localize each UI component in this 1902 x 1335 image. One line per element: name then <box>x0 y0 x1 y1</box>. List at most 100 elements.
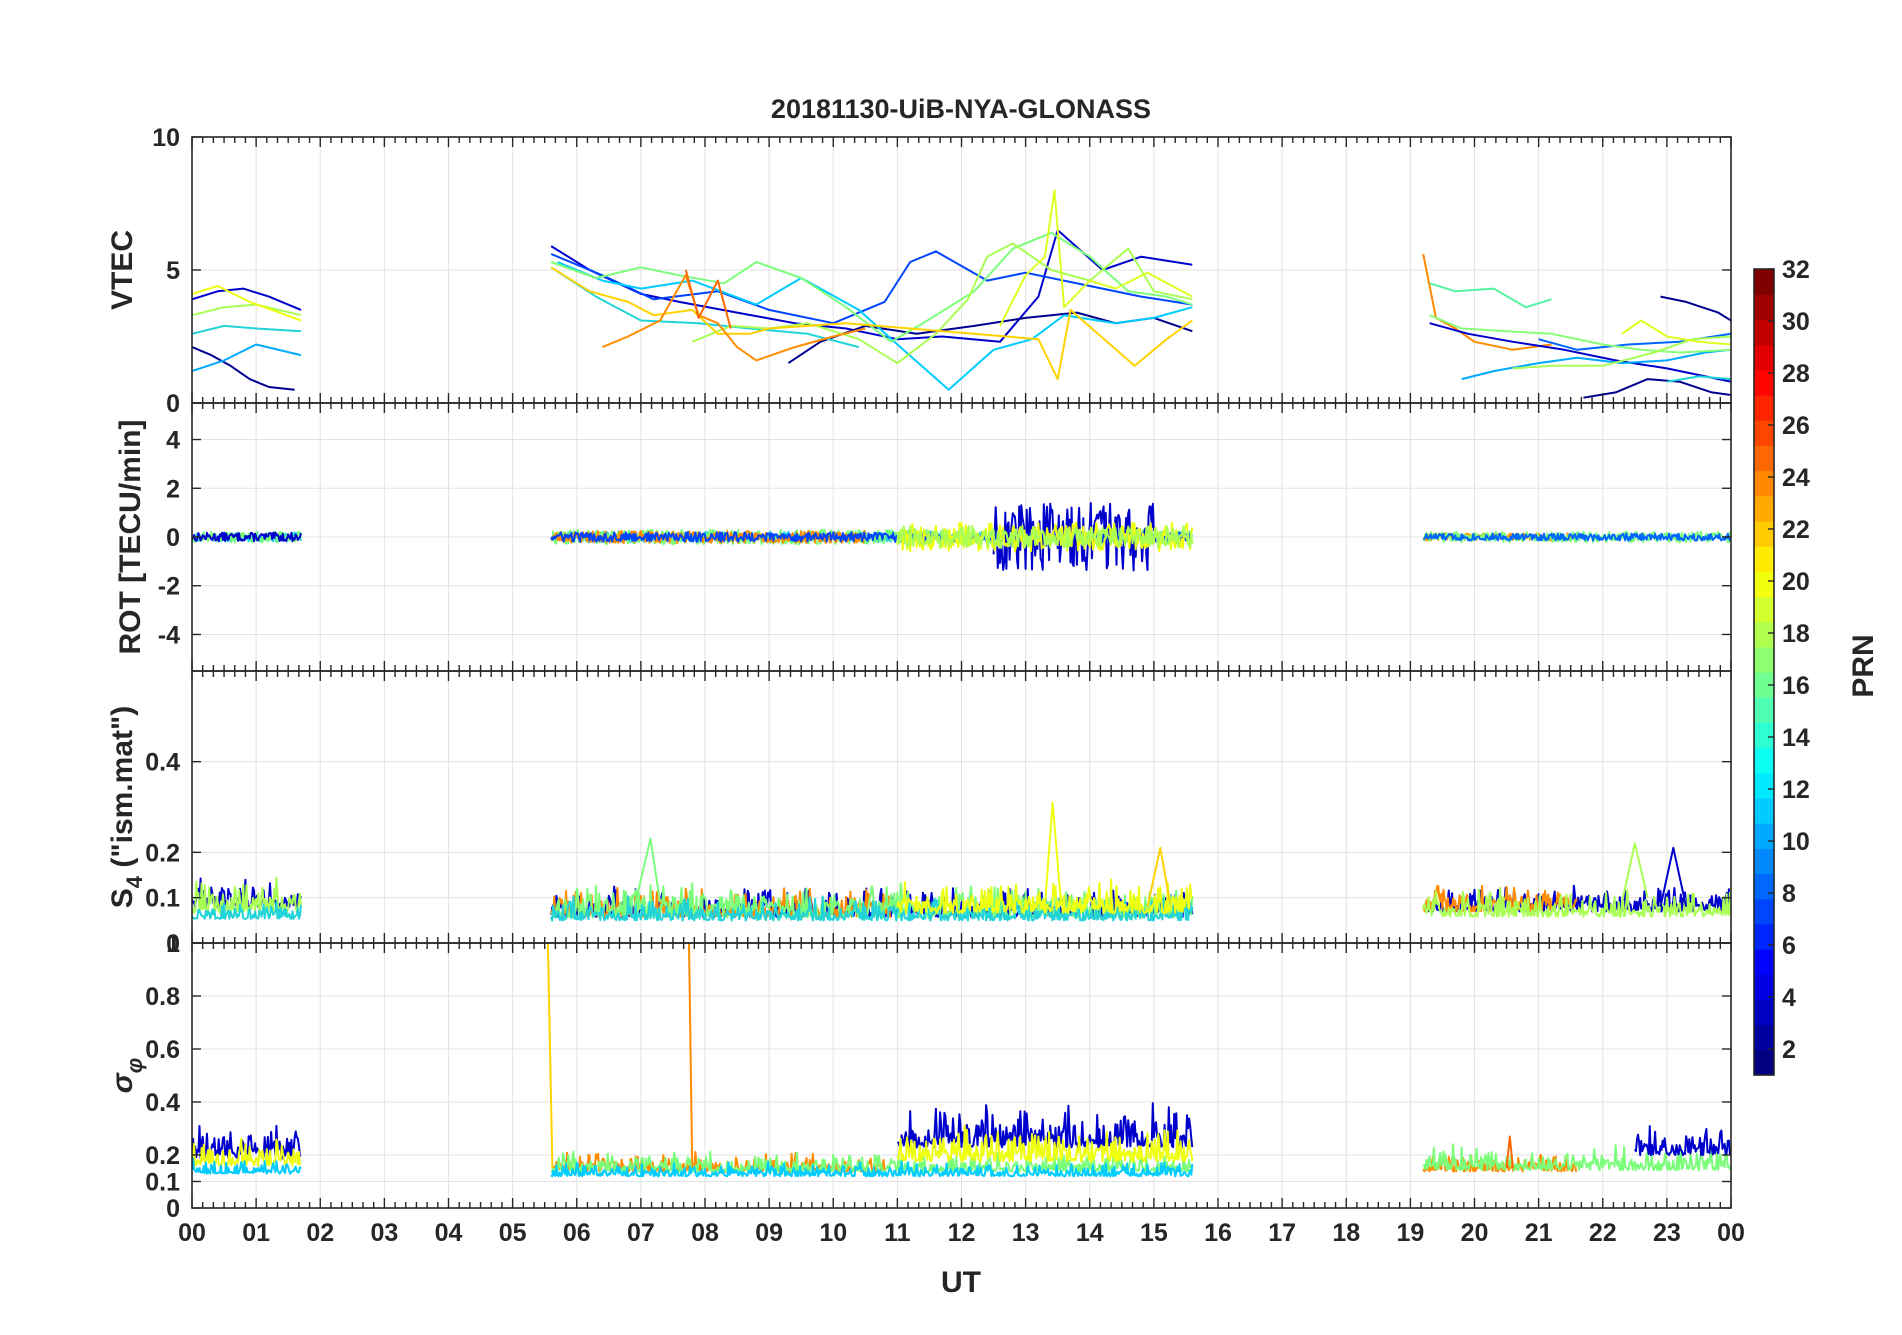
colorbar-tick-label: 4 <box>1782 984 1796 1012</box>
trace-vtec-7 <box>550 250 1193 325</box>
colorbar-segment <box>1754 823 1774 849</box>
x-axis-label: UT <box>941 1266 981 1299</box>
colorbar-segment <box>1754 646 1774 673</box>
trace-sigma-1 <box>192 1137 302 1167</box>
trace-sigma-13 <box>1505 1135 1514 1169</box>
trace-rot-12 <box>1423 532 1731 542</box>
y-tick-label: 0 <box>166 1195 180 1223</box>
colorbar-segment <box>1754 269 1774 295</box>
trace-vtec-14 <box>550 266 1193 381</box>
colorbar-segment <box>1754 1024 1774 1051</box>
x-tick-label: 22 <box>1589 1219 1617 1247</box>
trace-vtec-23 <box>1666 375 1731 383</box>
trace-sigma-2 <box>192 1157 302 1175</box>
y-tick-label: 0.4 <box>145 749 180 777</box>
colorbar-segment <box>1754 369 1774 396</box>
y-tick-label: 0.4 <box>145 1089 180 1117</box>
trace-sigma-7 <box>550 1160 1194 1178</box>
x-tick-label: 02 <box>306 1219 334 1247</box>
colorbar-tick-label: 10 <box>1782 828 1810 856</box>
trace-vtec-0 <box>192 346 295 391</box>
x-tick-label: 09 <box>755 1219 783 1247</box>
trace-vtec-15 <box>602 274 866 362</box>
colorbar-tick-label: 32 <box>1782 256 1810 284</box>
trace-s4-2 <box>192 901 302 920</box>
y-axis-label-sub: φ <box>122 1058 147 1073</box>
colorbar-segment <box>1754 697 1774 723</box>
colorbar-segment <box>1754 873 1774 900</box>
colorbar-segment <box>1754 772 1774 799</box>
colorbar-label: PRN <box>1847 634 1880 697</box>
colorbar-segment <box>1754 294 1774 320</box>
colorbar-segment <box>1754 571 1774 598</box>
trace-vtec-11 <box>550 231 1193 343</box>
y-tick-label: 0.2 <box>145 839 180 867</box>
trace-sigma-12 <box>1633 1125 1731 1157</box>
trace-rot-2 <box>192 531 302 543</box>
trace-vtec-2 <box>192 343 302 373</box>
x-tick-label: 07 <box>627 1219 655 1247</box>
colorbar-tick-label: 20 <box>1782 568 1810 596</box>
trace-s4-7 <box>896 878 1194 914</box>
colorbar-tick-label: 8 <box>1782 880 1796 908</box>
colorbar-segment <box>1754 999 1774 1026</box>
trace-vtec-3 <box>192 324 302 335</box>
y-axis-label-sigma: σφ <box>106 1058 147 1093</box>
trace-vtec-9 <box>557 261 1193 391</box>
trace-vtec-25 <box>1429 314 1731 354</box>
y-tick-label: 5 <box>166 257 180 285</box>
trace-rot-9 <box>896 525 1194 549</box>
colorbar-segment <box>1754 974 1774 1001</box>
panel-traces-rot <box>192 502 1731 572</box>
x-tick-label: 08 <box>691 1219 719 1247</box>
panel-traces-s4 <box>192 801 1731 922</box>
colorbar-segment <box>1754 344 1774 371</box>
trace-vtec-4 <box>192 303 302 317</box>
trace-vtec-20 <box>1660 295 1731 322</box>
y-tick-label: -2 <box>158 573 180 601</box>
trace-vtec-13 <box>999 189 1193 327</box>
y-tick-label: 0.2 <box>145 1142 180 1170</box>
colorbar-segment <box>1754 747 1774 774</box>
x-tick-label: 00 <box>1717 1219 1745 1247</box>
trace-s4-1 <box>192 876 302 914</box>
colorbar-tick-label: 26 <box>1782 412 1810 440</box>
y-axis-label-main: σ <box>106 1072 139 1093</box>
y-axis-label-sub: 4 <box>122 875 147 888</box>
panel-traces-vtec <box>192 189 1731 399</box>
trace-s4-13 <box>1422 886 1731 918</box>
colorbar-tick-label: 16 <box>1782 672 1810 700</box>
trace-s4-9 <box>1043 801 1062 907</box>
trace-sigma-9 <box>896 1124 1194 1163</box>
colorbar-segment <box>1754 949 1774 975</box>
colorbar-tick-label: 28 <box>1782 360 1810 388</box>
x-tick-label: 03 <box>370 1219 398 1247</box>
x-tick-label: 17 <box>1268 1219 1296 1247</box>
trace-vtec-17 <box>1422 253 1552 351</box>
trace-sigma-3 <box>546 943 559 1175</box>
panel-traces-sigma <box>192 943 1731 1178</box>
colorbar-segment <box>1754 420 1774 446</box>
colorbar-tick-label: 12 <box>1782 776 1810 804</box>
colorbar-tick-label: 22 <box>1782 516 1810 544</box>
y-tick-label: 0.8 <box>145 983 180 1011</box>
chart-title: 20181130-UiB-NYA-GLONASS <box>771 94 1151 124</box>
y-tick-label: 0.1 <box>145 1169 180 1197</box>
trace-vtec-5 <box>192 285 302 322</box>
trace-vtec-22 <box>1461 348 1731 381</box>
x-tick-label: 23 <box>1653 1219 1681 1247</box>
colorbar-segment <box>1754 520 1774 547</box>
trace-vtec-16 <box>684 269 732 329</box>
trace-vtec-18 <box>1429 322 1731 383</box>
y-tick-label: 0 <box>166 390 180 418</box>
y-tick-label: 0 <box>166 930 180 958</box>
x-tick-label: 16 <box>1204 1219 1232 1247</box>
trace-vtec-10 <box>550 266 860 349</box>
x-tick-label: 20 <box>1461 1219 1489 1247</box>
colorbar-segment <box>1754 546 1774 572</box>
trace-vtec-27 <box>1621 319 1731 346</box>
x-tick-label: 14 <box>1076 1219 1104 1247</box>
